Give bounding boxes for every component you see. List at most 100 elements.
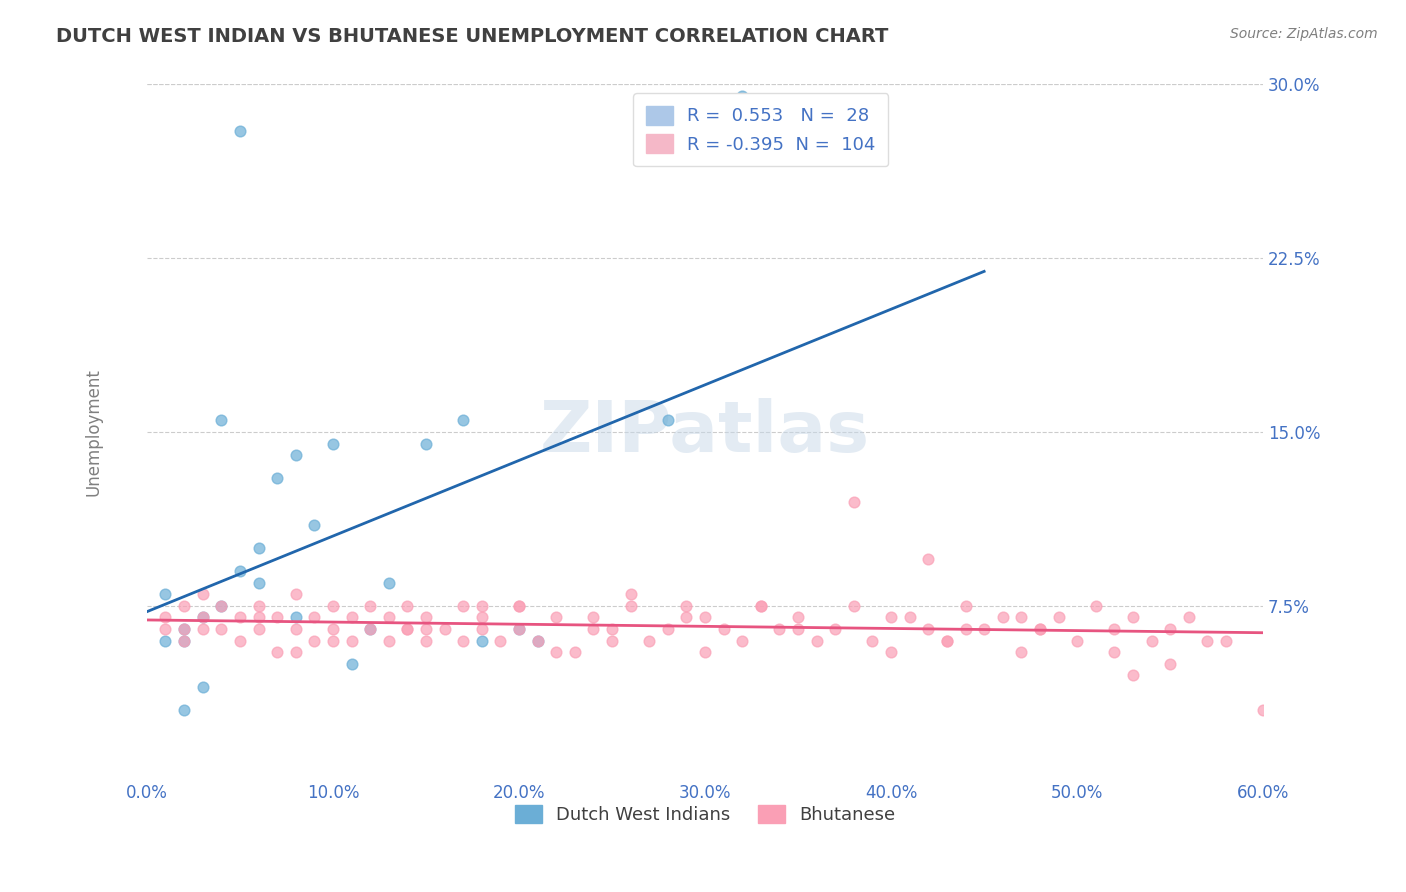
Text: ZIPatlas: ZIPatlas <box>540 398 870 467</box>
Point <box>191 680 214 694</box>
Point <box>229 633 252 648</box>
Point <box>284 610 307 624</box>
Point <box>304 610 326 624</box>
Point <box>1010 645 1032 659</box>
Point <box>191 610 214 624</box>
Point <box>415 633 437 648</box>
Point <box>471 633 494 648</box>
Point <box>229 124 252 138</box>
Point <box>1084 599 1107 613</box>
Point <box>396 599 419 613</box>
Point <box>675 610 697 624</box>
Point <box>973 622 995 636</box>
Point <box>471 599 494 613</box>
Point <box>451 413 474 427</box>
Point <box>1122 610 1144 624</box>
Point <box>787 622 810 636</box>
Text: DUTCH WEST INDIAN VS BHUTANESE UNEMPLOYMENT CORRELATION CHART: DUTCH WEST INDIAN VS BHUTANESE UNEMPLOYM… <box>56 27 889 45</box>
Point <box>1159 657 1181 671</box>
Point <box>155 622 177 636</box>
Point <box>935 633 957 648</box>
Point <box>173 703 195 717</box>
Point <box>191 610 214 624</box>
Point <box>731 633 754 648</box>
Point <box>917 622 939 636</box>
Point <box>173 633 195 648</box>
Point <box>155 587 177 601</box>
Point <box>304 517 326 532</box>
Point <box>304 633 326 648</box>
Point <box>768 622 790 636</box>
Point <box>526 633 548 648</box>
Point <box>657 413 679 427</box>
Point <box>1159 622 1181 636</box>
Point <box>377 633 399 648</box>
Point <box>209 622 232 636</box>
Point <box>155 633 177 648</box>
Point <box>620 599 643 613</box>
Point <box>1010 610 1032 624</box>
Point <box>284 622 307 636</box>
Point <box>1197 633 1219 648</box>
Point <box>955 622 977 636</box>
Point <box>155 610 177 624</box>
Point <box>266 610 288 624</box>
Point <box>1251 703 1274 717</box>
Point <box>229 564 252 578</box>
Point <box>693 610 716 624</box>
Point <box>322 633 344 648</box>
Point <box>880 610 903 624</box>
Point <box>693 645 716 659</box>
Point <box>229 610 252 624</box>
Point <box>842 494 865 508</box>
Point <box>247 610 270 624</box>
Point <box>582 622 605 636</box>
Point <box>451 599 474 613</box>
Point <box>806 633 828 648</box>
Point <box>1104 645 1126 659</box>
Point <box>173 622 195 636</box>
Point <box>824 622 846 636</box>
Point <box>173 622 195 636</box>
Point <box>749 599 772 613</box>
Point <box>266 471 288 485</box>
Point <box>191 622 214 636</box>
Point <box>489 633 512 648</box>
Point <box>1215 633 1237 648</box>
Point <box>322 436 344 450</box>
Point <box>433 622 456 636</box>
Point <box>546 645 568 659</box>
Point <box>526 633 548 648</box>
Point <box>898 610 921 624</box>
Point <box>340 633 363 648</box>
Legend: Dutch West Indians, Bhutanese: Dutch West Indians, Bhutanese <box>506 796 904 833</box>
Point <box>582 610 605 624</box>
Y-axis label: Unemployment: Unemployment <box>84 368 103 496</box>
Point <box>991 610 1014 624</box>
Point <box>340 657 363 671</box>
Point <box>209 413 232 427</box>
Point <box>955 599 977 613</box>
Point <box>546 610 568 624</box>
Point <box>917 552 939 566</box>
Point <box>1140 633 1163 648</box>
Point <box>508 622 530 636</box>
Point <box>396 622 419 636</box>
Point <box>731 89 754 103</box>
Point <box>209 599 232 613</box>
Point <box>749 599 772 613</box>
Point <box>247 575 270 590</box>
Point <box>638 633 661 648</box>
Point <box>359 622 381 636</box>
Point <box>415 622 437 636</box>
Point <box>247 622 270 636</box>
Point <box>284 645 307 659</box>
Point <box>787 610 810 624</box>
Point <box>322 599 344 613</box>
Point <box>377 610 399 624</box>
Point <box>284 448 307 462</box>
Point <box>191 587 214 601</box>
Point <box>359 622 381 636</box>
Point <box>396 622 419 636</box>
Point <box>471 610 494 624</box>
